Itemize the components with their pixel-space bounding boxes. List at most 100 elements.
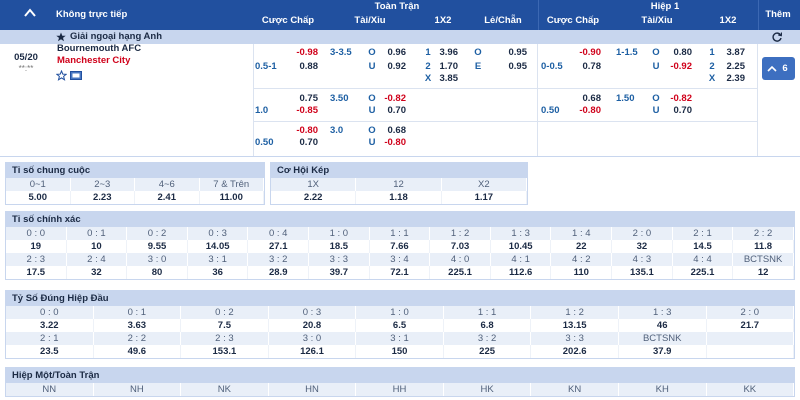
total-odd[interactable]: 0.96 xyxy=(387,47,407,58)
handicap-odd[interactable]: 0.70 xyxy=(299,137,319,148)
total-odd[interactable]: 0.70 xyxy=(387,105,407,116)
collapse-toggle[interactable] xyxy=(24,8,36,18)
outcome-odd[interactable]: 2.39 xyxy=(726,73,746,84)
score-odd[interactable]: 7.66 xyxy=(370,240,431,253)
outcome-odd[interactable]: 3.96 xyxy=(439,47,459,58)
outcome-odd[interactable]: 0.95 xyxy=(508,47,528,58)
score-odd[interactable]: 11.8 xyxy=(733,240,794,253)
score-odd[interactable]: 2.23 xyxy=(71,191,135,204)
score-odd[interactable]: 32 xyxy=(612,240,673,253)
total-odd[interactable]: -0.80 xyxy=(384,137,406,148)
score-odd[interactable]: 110 xyxy=(551,266,613,279)
score-odd[interactable]: 150 xyxy=(356,345,444,358)
score-label: 3 : 4 xyxy=(370,253,431,266)
score-odd[interactable]: 3.22 xyxy=(6,319,94,332)
score-odd[interactable]: 12 xyxy=(733,266,794,279)
handicap-odd[interactable]: -0.85 xyxy=(296,105,318,116)
section-title: Cơ Hội Kép xyxy=(271,163,527,178)
score-odd[interactable]: 23.5 xyxy=(6,345,94,358)
score-odd[interactable]: 5.00 xyxy=(6,191,71,204)
outcome-odd[interactable]: 3.87 xyxy=(726,47,746,58)
handicap-odd[interactable]: 0.68 xyxy=(582,93,602,104)
score-odd[interactable]: 202.6 xyxy=(531,345,619,358)
score-label: 1 : 2 xyxy=(430,227,491,240)
score-odd[interactable]: 126.1 xyxy=(269,345,357,358)
handicap-odd[interactable]: -0.98 xyxy=(296,47,318,58)
score-odd[interactable]: 17.5 xyxy=(6,266,67,279)
score-odd[interactable]: 32 xyxy=(67,266,128,279)
score-odd[interactable]: 28.9 xyxy=(248,266,310,279)
score-odd[interactable]: 1.18 xyxy=(356,191,442,204)
score-odd[interactable]: 225 xyxy=(444,345,532,358)
score-labels-row: 1X 12 X2 xyxy=(271,178,527,191)
score-label: 3 : 3 xyxy=(531,332,619,345)
outcome-label: 2 xyxy=(425,61,431,72)
score-odd[interactable]: 6.8 xyxy=(444,319,532,332)
score-odd[interactable]: 19 xyxy=(6,240,67,253)
total-odd[interactable]: 0.68 xyxy=(387,125,407,136)
outcome-odd[interactable]: 0.95 xyxy=(508,61,528,72)
score-label: NH xyxy=(94,383,182,396)
handicap-odd[interactable]: 0.78 xyxy=(582,61,602,72)
outcome-odd[interactable]: 2.25 xyxy=(726,61,746,72)
total-odd[interactable]: 0.80 xyxy=(673,47,693,58)
total-odd[interactable]: 0.92 xyxy=(387,61,407,72)
total-odd[interactable]: -0.82 xyxy=(384,93,406,104)
score-odd[interactable]: 27.1 xyxy=(248,240,310,253)
handicap-odd[interactable]: -0.80 xyxy=(296,125,318,136)
score-odd[interactable]: 10 xyxy=(67,240,128,253)
score-odd[interactable]: 6.5 xyxy=(356,319,444,332)
score-odd[interactable]: 46 xyxy=(619,319,707,332)
score-odd[interactable]: 153.1 xyxy=(181,345,269,358)
score-odd[interactable]: 9.55 xyxy=(127,240,188,253)
score-labels-row: NN NH NK HN HH HK KN KH KK xyxy=(6,383,795,396)
score-odd[interactable]: 225.1 xyxy=(673,266,734,279)
score-odd[interactable]: 112.6 xyxy=(491,266,552,279)
score-odd[interactable]: 39.7 xyxy=(309,266,370,279)
score-odd[interactable]: 21.7 xyxy=(707,319,795,332)
score-odd[interactable]: 2.22 xyxy=(271,191,357,204)
outcome-label: X xyxy=(424,73,432,84)
away-team: Manchester City xyxy=(57,55,131,66)
score-odd[interactable]: 225.1 xyxy=(430,266,491,279)
handicap-odd[interactable]: -0.80 xyxy=(579,105,601,116)
total-odd[interactable]: -0.82 xyxy=(670,93,692,104)
outcome-odd[interactable]: 1.70 xyxy=(439,61,459,72)
handicap-odd[interactable]: 0.75 xyxy=(299,93,319,104)
score-odd[interactable]: 49.6 xyxy=(94,345,182,358)
score-odd[interactable]: 2.41 xyxy=(135,191,200,204)
outcome-odd[interactable]: 3.85 xyxy=(439,73,459,84)
score-odd[interactable]: 1.17 xyxy=(442,191,527,204)
score-odd[interactable]: 36 xyxy=(188,266,249,279)
score-odd[interactable]: 14.5 xyxy=(673,240,734,253)
handicap-odd[interactable]: -0.90 xyxy=(579,47,601,58)
score-odd[interactable]: 22 xyxy=(551,240,613,253)
score-label: 2 : 3 xyxy=(6,253,67,266)
score-odd[interactable]: 13.15 xyxy=(531,319,619,332)
score-label: 1 : 0 xyxy=(309,227,370,240)
section-title: Tỉ số chính xác xyxy=(6,212,794,227)
score-odd[interactable]: 14.05 xyxy=(188,240,249,253)
score-odd[interactable]: 37.9 xyxy=(619,345,707,358)
total-odd[interactable]: 0.70 xyxy=(673,105,693,116)
handicap-odd[interactable]: 0.88 xyxy=(299,61,319,72)
score-odd[interactable]: 3.63 xyxy=(94,319,182,332)
score-odd[interactable]: 20.8 xyxy=(269,319,357,332)
column-header: Lẻ/Chẵn xyxy=(484,15,522,26)
score-odd[interactable]: 10.45 xyxy=(491,240,552,253)
favorite-star[interactable] xyxy=(56,70,67,81)
tv-icon[interactable] xyxy=(70,70,82,80)
score-odd[interactable]: 72.1 xyxy=(370,266,431,279)
handicap-line: 0.50 xyxy=(255,137,274,148)
score-odd[interactable]: 80 xyxy=(127,266,188,279)
score-odd[interactable]: 7.5 xyxy=(181,319,269,332)
total-odd[interactable]: -0.92 xyxy=(670,61,692,72)
handicap-line: 0.50 xyxy=(541,105,560,116)
score-odd[interactable]: 11.00 xyxy=(200,191,264,204)
score-odd[interactable]: 135.1 xyxy=(612,266,673,279)
score-label: 1 : 1 xyxy=(444,306,532,319)
score-odd[interactable]: 7.03 xyxy=(430,240,491,253)
refresh-icon[interactable] xyxy=(772,32,782,42)
score-odd[interactable]: 18.5 xyxy=(309,240,370,253)
more-button[interactable]: 6 xyxy=(762,57,795,80)
